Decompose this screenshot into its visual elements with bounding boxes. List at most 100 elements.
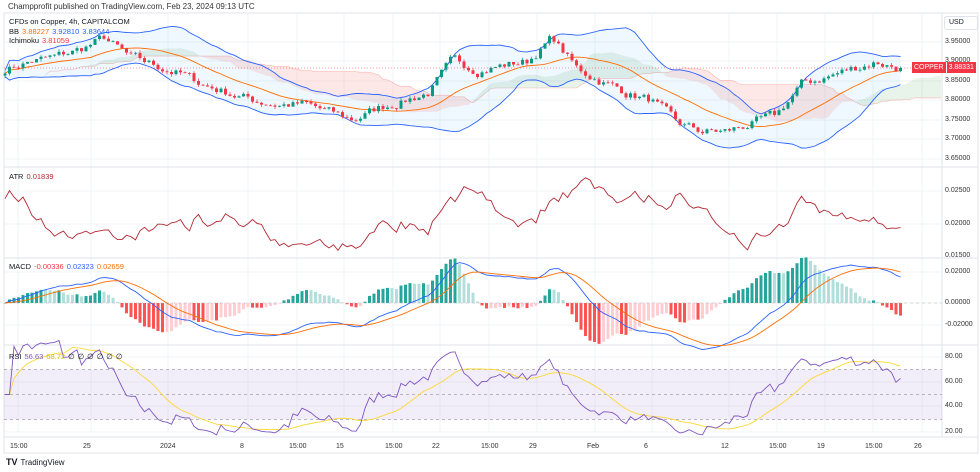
candle-body [795,87,799,96]
candle-body [579,65,583,72]
macd-histogram-bar [872,300,875,303]
atr-legend[interactable]: ATR 0.01839 [9,172,57,181]
macd-histogram-bar [327,295,331,303]
time-axis-label: 25 [83,443,91,450]
ichimoku-cloud [630,57,635,79]
macd-histogram-bar [318,293,322,303]
macd-line [4,262,901,350]
candle-body [102,35,106,39]
ichimoku-cloud [311,70,316,95]
candle-body [404,100,407,102]
macd-histogram-bar [165,303,169,332]
time-axis-label: 15:00 [865,443,883,450]
candle-body [867,66,871,68]
ichimoku-cloud [324,71,329,96]
macd-histogram-bar [444,263,448,303]
ichimoku-cloud [590,53,595,79]
ichimoku-cloud [851,99,856,103]
price-axis-label: 3.85000 [945,77,971,84]
ichimoku-cloud [99,60,104,64]
macd-histogram-bar [885,303,889,308]
ichimoku-legend[interactable]: Ichimoku 3.81059 [9,36,72,45]
ichimoku-cloud [936,75,941,98]
candle-body [570,53,574,61]
macd-histogram-bar [561,299,565,303]
macd-histogram-bar [48,290,52,303]
ichimoku-cloud [914,78,919,98]
macd-histogram-bar [75,294,79,303]
ichimoku-cloud [306,70,311,93]
ichimoku-cloud [338,71,343,98]
macd-histogram-bar [710,303,713,311]
macd-histogram-bar [894,303,898,315]
candle-body [264,104,268,106]
candle-body [534,58,538,60]
macd-histogram-bar [282,300,286,303]
currency-selector[interactable]: USD [944,16,978,30]
candle-body [129,52,133,54]
ichimoku-cloud [527,74,532,89]
macd-histogram-bar [539,300,542,303]
macd-histogram-bar [309,290,313,303]
macd-histogram-bar [332,297,335,303]
candle-body [345,116,349,118]
candle-body [98,35,101,40]
candle-body [732,127,736,131]
macd-histogram-bar [543,295,547,303]
candle-body [107,38,110,42]
price-tag-symbol: COPPER [912,62,946,73]
candle-body [21,63,25,69]
macd-histogram-bar [192,303,196,321]
bb-legend[interactable]: BB 3.88227 3.92810 3.83644 [9,27,112,36]
ichimoku-cloud [666,71,671,78]
macd-axis-label: -0.02000 [945,321,973,328]
candle-body [215,88,218,93]
macd-histogram-bar [669,303,673,315]
candle-body [363,113,367,119]
chart-frame [3,12,979,454]
ichimoku-cloud [509,78,514,89]
macd-histogram-bar [813,264,817,303]
candle-body [876,62,880,65]
candle-body [134,52,137,54]
ichimoku-cloud [342,71,347,98]
candle-body [125,48,128,53]
ichimoku-cloud [662,72,667,77]
ichimoku-cloud [554,74,559,89]
candle-body [629,93,632,98]
macd-histogram-bar [548,289,551,303]
ichimoku-cloud [122,56,127,62]
macd-histogram-bar [273,303,277,306]
macd-histogram-bar [336,299,340,303]
candle-body [93,39,97,45]
candle-body [143,58,146,63]
candle-body [624,93,628,98]
rsi-legend[interactable]: RSI 56.63 68.72 ∅ ∅ ∅ ∅ ∅ ∅ [9,352,125,361]
tradingview-logo[interactable]: TV TradingView [6,457,65,467]
price-tag-value: 3.88331 [946,62,976,73]
macd-histogram-bar [521,303,524,307]
candle-body [314,103,317,107]
macd-legend[interactable]: MACD -0.00336 0.02323 0.02659 [9,262,127,271]
macd-histogram-bar [224,303,227,318]
macd-histogram-bar [89,295,92,303]
macd-histogram-bar [408,283,412,303]
ichimoku-cloud [549,75,554,89]
macd-histogram-bar [503,303,506,308]
time-axis-label: 26 [914,443,922,450]
ichimoku-cloud [329,71,334,97]
macd-histogram-bar [354,303,358,308]
candle-body [701,131,704,134]
candle-body [318,106,322,109]
macd-histogram-bar [201,303,205,322]
candle-body [714,129,718,132]
macd-signal: 0.02659 [96,262,124,271]
macd-axis-label: 0.02000 [945,268,971,275]
candle-body [530,58,533,64]
bb-label: BB [9,27,20,36]
ichimoku-cloud [320,71,325,95]
candle-body [494,66,497,68]
candle-body [39,56,43,60]
candle-body [480,72,484,78]
